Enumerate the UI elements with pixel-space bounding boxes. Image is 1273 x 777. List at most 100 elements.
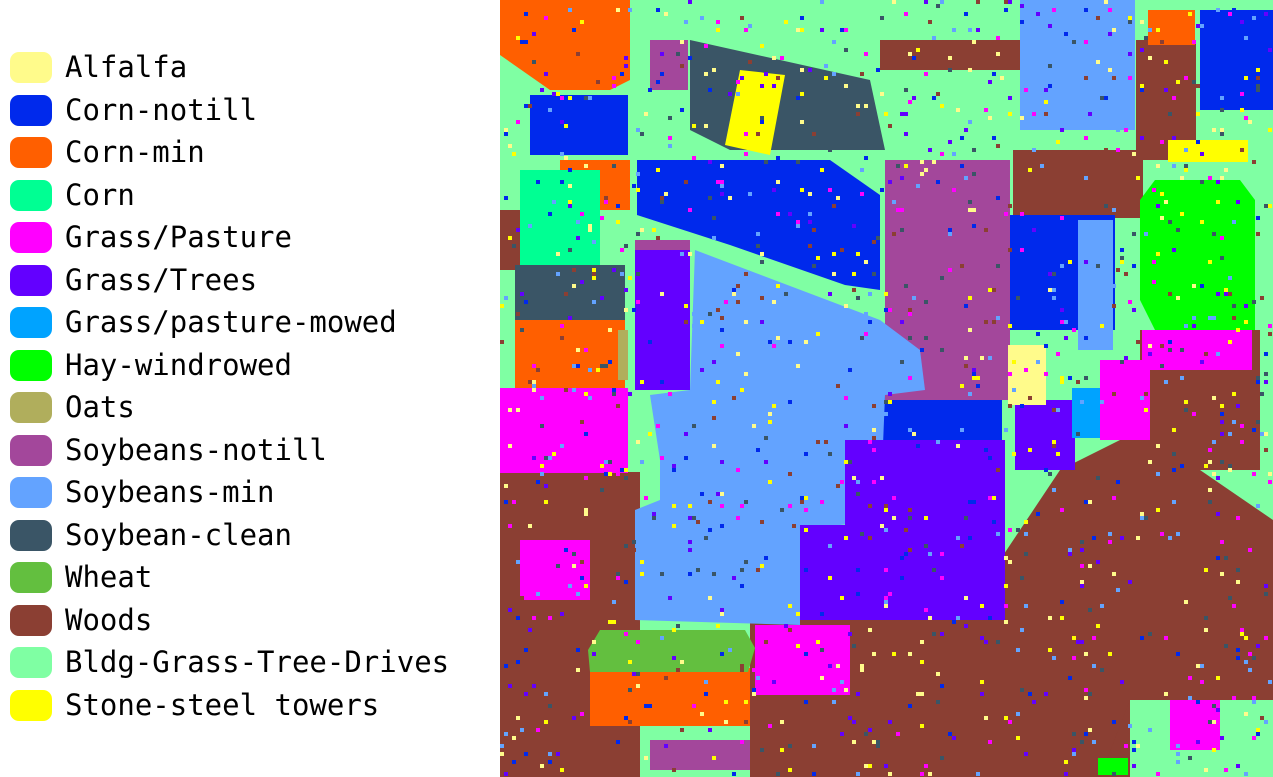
noise-pixel: [848, 368, 852, 372]
noise-pixel: [1056, 352, 1060, 356]
noise-pixel: [1096, 476, 1100, 480]
noise-pixel: [1192, 80, 1196, 84]
noise-pixel: [956, 108, 960, 112]
noise-pixel: [836, 384, 840, 388]
noise-pixel: [1072, 656, 1076, 660]
noise-pixel: [916, 48, 920, 52]
noise-pixel: [856, 492, 860, 496]
noise-pixel: [896, 732, 900, 736]
noise-pixel: [1072, 328, 1076, 332]
noise-pixel: [516, 120, 520, 124]
noise-pixel: [1224, 288, 1228, 292]
noise-pixel: [608, 360, 612, 364]
noise-pixel: [516, 228, 520, 232]
noise-pixel: [956, 616, 960, 620]
noise-pixel: [864, 312, 868, 316]
noise-pixel: [508, 444, 512, 448]
noise-pixel: [604, 740, 608, 744]
noise-pixel: [1148, 28, 1152, 32]
noise-pixel: [1208, 720, 1212, 724]
noise-pixel: [1204, 628, 1208, 632]
noise-pixel: [860, 664, 864, 668]
noise-pixel: [1212, 396, 1216, 400]
noise-pixel: [664, 744, 668, 748]
noise-pixel: [1108, 32, 1112, 36]
noise-pixel: [1172, 332, 1176, 336]
noise-pixel: [992, 520, 996, 524]
noise-pixel: [1268, 480, 1272, 484]
noise-pixel: [880, 188, 884, 192]
noise-pixel: [860, 336, 864, 340]
noise-pixel: [668, 116, 672, 120]
noise-pixel: [1196, 140, 1200, 144]
corn-min-region-left-mid: [515, 310, 625, 390]
noise-pixel: [572, 388, 576, 392]
noise-pixel: [1004, 584, 1008, 588]
noise-pixel: [544, 500, 548, 504]
noise-pixel: [964, 624, 968, 628]
noise-pixel: [1072, 752, 1076, 756]
legend-item-corn-notill: Corn-notill: [10, 90, 480, 133]
noise-pixel: [712, 756, 716, 760]
noise-pixel: [604, 736, 608, 740]
noise-pixel: [1268, 472, 1272, 476]
noise-pixel: [928, 552, 932, 556]
noise-pixel: [788, 340, 792, 344]
noise-pixel: [580, 576, 584, 580]
noise-pixel: [684, 456, 688, 460]
noise-pixel: [688, 540, 692, 544]
noise-pixel: [704, 536, 708, 540]
noise-pixel: [652, 228, 656, 232]
noise-pixel: [636, 672, 640, 676]
noise-pixel: [588, 396, 592, 400]
noise-pixel: [900, 576, 904, 580]
noise-pixel: [656, 424, 660, 428]
noise-pixel: [604, 200, 608, 204]
noise-pixel: [920, 660, 924, 664]
noise-pixel: [1040, 164, 1044, 168]
noise-pixel: [608, 472, 612, 476]
noise-pixel: [596, 368, 600, 372]
noise-pixel: [972, 372, 976, 376]
noise-pixel: [688, 572, 692, 576]
legend-label: Soybean-clean: [65, 517, 292, 552]
noise-pixel: [720, 276, 724, 280]
noise-pixel: [1136, 744, 1140, 748]
legend-item-woods: Woods: [10, 600, 480, 643]
noise-pixel: [904, 132, 908, 136]
noise-pixel: [964, 12, 968, 16]
noise-pixel: [684, 20, 688, 24]
noise-pixel: [692, 704, 696, 708]
noise-pixel: [812, 744, 816, 748]
noise-pixel: [712, 216, 716, 220]
noise-pixel: [856, 112, 860, 116]
noise-pixel: [900, 208, 904, 212]
noise-pixel: [1248, 448, 1252, 452]
noise-pixel: [620, 468, 624, 472]
noise-pixel: [1192, 316, 1196, 320]
noise-pixel: [532, 456, 536, 460]
noise-pixel: [888, 392, 892, 396]
noise-pixel: [1212, 472, 1216, 476]
noise-pixel: [788, 744, 792, 748]
noise-pixel: [1092, 636, 1096, 640]
noise-pixel: [872, 240, 876, 244]
noise-pixel: [788, 400, 792, 404]
noise-pixel: [684, 320, 688, 324]
corn-notill-region-top-right: [1200, 10, 1273, 110]
noise-pixel: [720, 504, 724, 508]
noise-pixel: [1168, 292, 1172, 296]
noise-pixel: [1060, 600, 1064, 604]
noise-pixel: [960, 448, 964, 452]
noise-pixel: [872, 652, 876, 656]
soybeans-min-region-right-strip: [1078, 220, 1113, 350]
noise-pixel: [692, 424, 696, 428]
noise-pixel: [1072, 748, 1076, 752]
noise-pixel: [784, 292, 788, 296]
noise-pixel: [844, 460, 848, 464]
noise-pixel: [552, 200, 556, 204]
soybeans-min-region-top-right: [1020, 0, 1135, 130]
noise-pixel: [1112, 392, 1116, 396]
noise-pixel: [1144, 232, 1148, 236]
noise-pixel: [1220, 236, 1224, 240]
